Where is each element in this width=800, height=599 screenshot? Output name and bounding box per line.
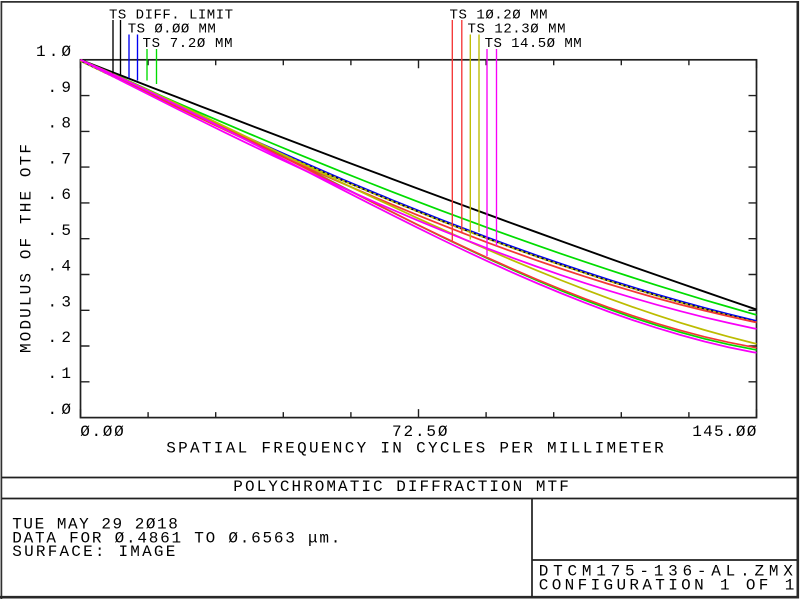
svg-text:TS 12.3Ø MM: TS 12.3Ø MM (468, 22, 566, 38)
svg-text:TS DIFF. LIMIT: TS DIFF. LIMIT (109, 7, 233, 23)
svg-text:DATA FOR Ø.4861 TO Ø.6563 μm.: DATA FOR Ø.4861 TO Ø.6563 μm. (12, 530, 340, 548)
svg-text:POLYCHROMATIC DIFFRACTION MTF: POLYCHROMATIC DIFFRACTION MTF (233, 478, 569, 496)
svg-text:72.5Ø: 72.5Ø (392, 423, 448, 441)
svg-text:Ø.ØØ: Ø.ØØ (80, 423, 124, 441)
svg-text:TS 1Ø.2Ø MM: TS 1Ø.2Ø MM (450, 7, 548, 23)
svg-text:145.ØØ: 145.ØØ (692, 423, 757, 441)
svg-text:TUE MAY 29 2Ø18: TUE MAY 29 2Ø18 (12, 516, 178, 534)
svg-text:TS Ø.ØØ MM: TS Ø.ØØ MM (128, 22, 216, 38)
svg-text:TS 14.5Ø MM: TS 14.5Ø MM (485, 36, 582, 52)
svg-text:1.Ø: 1.Ø (36, 43, 71, 61)
svg-text:TS 7.2Ø MM: TS 7.2Ø MM (143, 36, 233, 52)
svg-text:SPATIAL FREQUENCY IN CYCLES PE: SPATIAL FREQUENCY IN CYCLES PER MILLIMET… (166, 440, 664, 458)
